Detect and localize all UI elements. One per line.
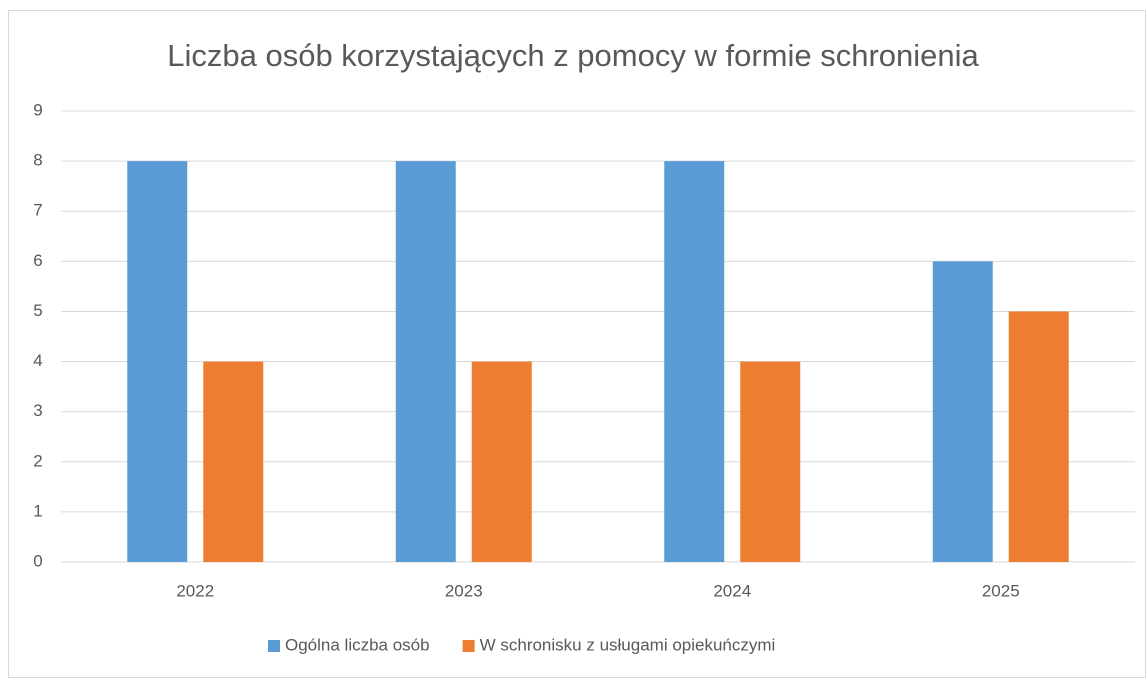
bar [1008,311,1069,562]
bar [740,361,801,562]
bar [127,161,188,562]
y-tick-label: 1 [33,501,42,520]
x-tick-label: 2022 [176,581,214,600]
legend-swatch [268,640,280,652]
y-tick-label: 4 [33,351,42,370]
y-tick-label: 2 [33,451,42,470]
y-tick-label: 7 [33,201,42,220]
legend-label: Ogólna liczba osób [285,635,430,654]
bar [471,361,532,562]
x-tick-label: 2024 [713,581,751,600]
chart-title: Liczba osób korzystających z pomocy w fo… [167,38,979,73]
y-tick-label: 9 [33,100,42,119]
x-tick-label: 2023 [445,581,483,600]
bar [932,261,993,562]
legend-swatch [462,640,475,652]
y-tick-label: 3 [33,401,42,420]
legend-label: W schronisku z usługami opiekuńczymi [480,635,776,654]
y-tick-label: 5 [33,301,42,320]
y-tick-label: 6 [33,251,42,270]
bar [395,161,456,562]
bar [203,361,264,562]
x-tick-label: 2025 [982,581,1020,600]
bar [664,161,725,562]
y-tick-label: 0 [33,551,42,570]
y-tick-label: 8 [33,151,42,170]
